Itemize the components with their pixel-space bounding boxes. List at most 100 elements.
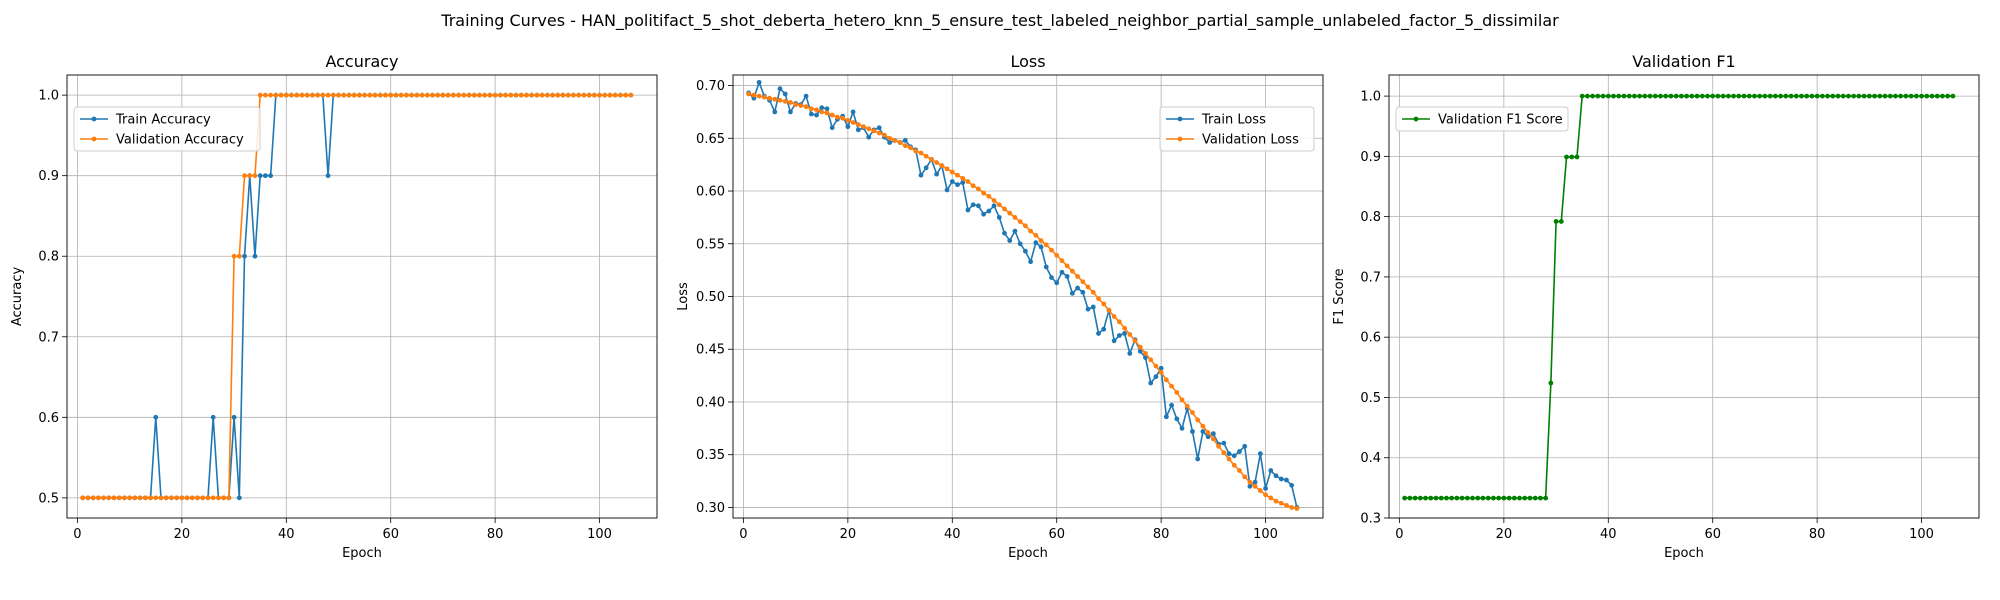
data-point xyxy=(986,193,992,199)
data-point xyxy=(461,92,467,98)
y-tick-label: 1.0 xyxy=(1360,90,1381,105)
data-point xyxy=(1190,410,1195,415)
data-point xyxy=(1069,290,1075,296)
data-point xyxy=(1585,93,1590,99)
data-point xyxy=(1433,495,1439,501)
y-tick-label: 0.50 xyxy=(696,290,725,305)
data-point xyxy=(1137,344,1143,350)
data-point xyxy=(1111,338,1117,344)
data-point xyxy=(586,92,592,98)
data-point xyxy=(850,120,856,125)
data-point xyxy=(278,92,284,98)
data-point xyxy=(908,145,913,151)
data-point xyxy=(1616,93,1622,99)
series-1 xyxy=(80,92,634,501)
data-point xyxy=(618,92,623,98)
legend-marker xyxy=(91,136,97,142)
data-point xyxy=(1929,93,1935,99)
data-point xyxy=(1022,223,1028,229)
data-point xyxy=(1085,284,1091,290)
data-point xyxy=(1174,390,1180,395)
legend: Validation F1 Score xyxy=(1395,106,1569,132)
data-point xyxy=(534,92,540,98)
chart-title: Accuracy xyxy=(325,52,398,71)
data-point xyxy=(383,92,388,98)
data-point xyxy=(268,92,274,98)
x-tick-label: 100 xyxy=(1909,527,1934,542)
series-1 xyxy=(1402,93,1956,501)
data-point xyxy=(1284,477,1289,483)
y-axis-label: Loss xyxy=(676,282,691,311)
axes-frame xyxy=(66,74,658,519)
data-point xyxy=(1788,93,1794,99)
data-point xyxy=(336,92,341,98)
data-point xyxy=(1835,93,1841,99)
data-point xyxy=(1038,238,1044,243)
data-point xyxy=(1767,93,1773,99)
series-2 xyxy=(746,91,1300,511)
data-point xyxy=(1116,319,1122,325)
data-point xyxy=(200,495,206,501)
data-point xyxy=(1273,473,1279,479)
data-point xyxy=(1278,476,1284,482)
series-line xyxy=(748,93,1298,510)
x-tick-label: 80 xyxy=(1809,527,1826,542)
data-point xyxy=(195,495,200,501)
data-point xyxy=(934,160,940,165)
data-point xyxy=(497,92,503,98)
data-point xyxy=(179,495,185,501)
data-point xyxy=(1543,495,1549,501)
legend-marker xyxy=(91,116,97,122)
data-point xyxy=(1846,93,1851,99)
data-point xyxy=(819,105,825,111)
data-point xyxy=(539,92,545,98)
data-point xyxy=(1148,357,1154,363)
data-point xyxy=(1872,93,1877,99)
data-point xyxy=(845,117,851,123)
data-point xyxy=(761,94,767,100)
data-point xyxy=(918,150,924,156)
data-point xyxy=(372,92,378,98)
legend-label: Validation Loss xyxy=(1202,133,1299,148)
data-point xyxy=(986,208,992,214)
data-point xyxy=(1631,93,1637,99)
data-point xyxy=(1022,248,1028,254)
data-point xyxy=(477,92,482,98)
data-point xyxy=(1273,498,1279,504)
data-point xyxy=(325,173,331,179)
data-point xyxy=(1898,93,1904,99)
data-point xyxy=(1590,93,1596,99)
data-point xyxy=(1772,93,1778,99)
chart-panel-2: 0 20 40 60 80 100 0.30 0.35 0.40 0.45 0.50 0.55 0.60… xyxy=(676,52,1324,561)
data-point xyxy=(1043,264,1049,270)
data-point xyxy=(153,495,159,501)
data-point xyxy=(1143,355,1148,361)
data-point xyxy=(1064,263,1070,269)
data-point xyxy=(1127,332,1133,337)
data-point xyxy=(1096,296,1101,302)
data-point xyxy=(866,134,872,140)
data-point xyxy=(1428,495,1434,501)
x-tick-label: 100 xyxy=(1253,527,1278,542)
data-point xyxy=(1470,495,1475,501)
data-point xyxy=(210,414,216,420)
data-point xyxy=(981,211,987,217)
x-tick-label: 60 xyxy=(1704,527,1721,542)
data-point xyxy=(965,207,971,213)
legend-box xyxy=(1395,106,1569,132)
data-point xyxy=(1579,93,1585,99)
y-tick-label: 0.60 xyxy=(696,185,725,200)
data-point xyxy=(1200,423,1206,429)
data-point xyxy=(482,92,488,98)
y-tick-label: 0.45 xyxy=(696,343,725,358)
data-point xyxy=(1652,93,1658,99)
data-point xyxy=(876,125,882,131)
series-line xyxy=(82,94,631,499)
data-point xyxy=(1814,93,1820,99)
data-point xyxy=(850,109,856,115)
data-point xyxy=(503,92,508,98)
data-point xyxy=(148,495,153,501)
data-point xyxy=(591,92,597,98)
data-point xyxy=(1715,93,1721,99)
data-point xyxy=(1169,402,1174,408)
